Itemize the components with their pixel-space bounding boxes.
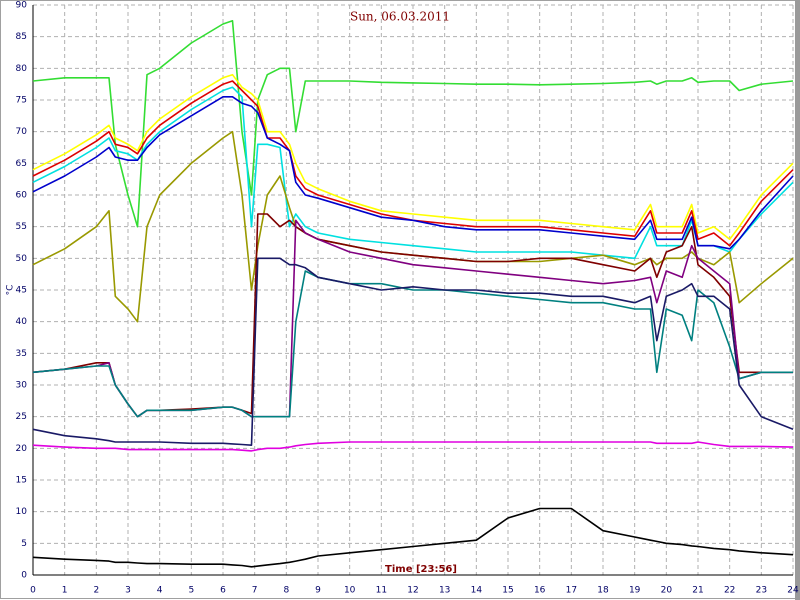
- x-tick-label: 8: [283, 586, 289, 596]
- y-tick-label: 15: [16, 476, 27, 486]
- y-tick-label: 25: [16, 412, 27, 422]
- y-tick-label: 70: [16, 127, 28, 137]
- series-line: [32, 257, 794, 446]
- y-tick-label: 20: [16, 444, 28, 454]
- chart-title: Sun, 06.03.2011: [350, 10, 450, 24]
- x-tick-label: 19: [629, 586, 641, 596]
- y-tick-label: 5: [21, 539, 27, 549]
- x-tick-label: 16: [534, 586, 546, 596]
- x-tick-label: 12: [407, 586, 418, 596]
- x-tick-label: 14: [471, 586, 483, 596]
- x-tick-label: 6: [220, 586, 226, 596]
- x-tick-label: 24: [787, 586, 799, 596]
- x-tick-label: 11: [376, 586, 387, 596]
- series-line: [32, 441, 794, 452]
- x-tick-label: 15: [502, 586, 513, 596]
- series-line: [32, 507, 794, 568]
- y-tick-label: 40: [16, 317, 28, 327]
- x-tick-label: 0: [30, 586, 36, 596]
- series-line: [32, 73, 794, 241]
- x-tick-label: 23: [756, 586, 767, 596]
- y-tick-label: 75: [16, 96, 27, 106]
- y-axis-label: °C: [6, 285, 16, 296]
- y-tick-label: 80: [16, 64, 28, 74]
- y-tick-label: 45: [16, 286, 27, 296]
- x-tick-label: 21: [692, 586, 703, 596]
- x-tick-label: 4: [157, 586, 163, 596]
- y-tick-label: 85: [16, 32, 27, 42]
- x-tick-label: 18: [597, 586, 609, 596]
- x-tick-label: 9: [315, 586, 321, 596]
- y-tick-label: 35: [16, 349, 27, 359]
- x-tick-label: 20: [661, 586, 673, 596]
- x-tick-label: 17: [566, 586, 577, 596]
- x-tick-label: 7: [252, 586, 258, 596]
- right-edge: [795, 0, 800, 600]
- y-tick-label: 60: [16, 191, 28, 201]
- series-line: [32, 20, 794, 228]
- y-tick-label: 65: [16, 159, 27, 169]
- x-tick-label: 2: [93, 586, 99, 596]
- x-axis-label: Time [23:56]: [385, 564, 457, 575]
- x-tick-label: 13: [439, 586, 450, 596]
- y-tick-label: 30: [16, 381, 28, 391]
- y-tick-label: 55: [16, 222, 27, 232]
- y-tick-label: 0: [21, 571, 27, 581]
- y-tick-label: 10: [16, 507, 28, 517]
- x-tick-label: 5: [188, 586, 194, 596]
- series-line: [32, 80, 794, 247]
- x-tick-label: 10: [344, 586, 356, 596]
- x-tick-label: 22: [724, 586, 735, 596]
- series-line: [32, 96, 794, 250]
- y-tick-label: 50: [16, 254, 28, 264]
- x-tick-label: 1: [62, 586, 68, 596]
- y-tick-label: 90: [16, 1, 28, 11]
- x-tick-label: 3: [125, 586, 131, 596]
